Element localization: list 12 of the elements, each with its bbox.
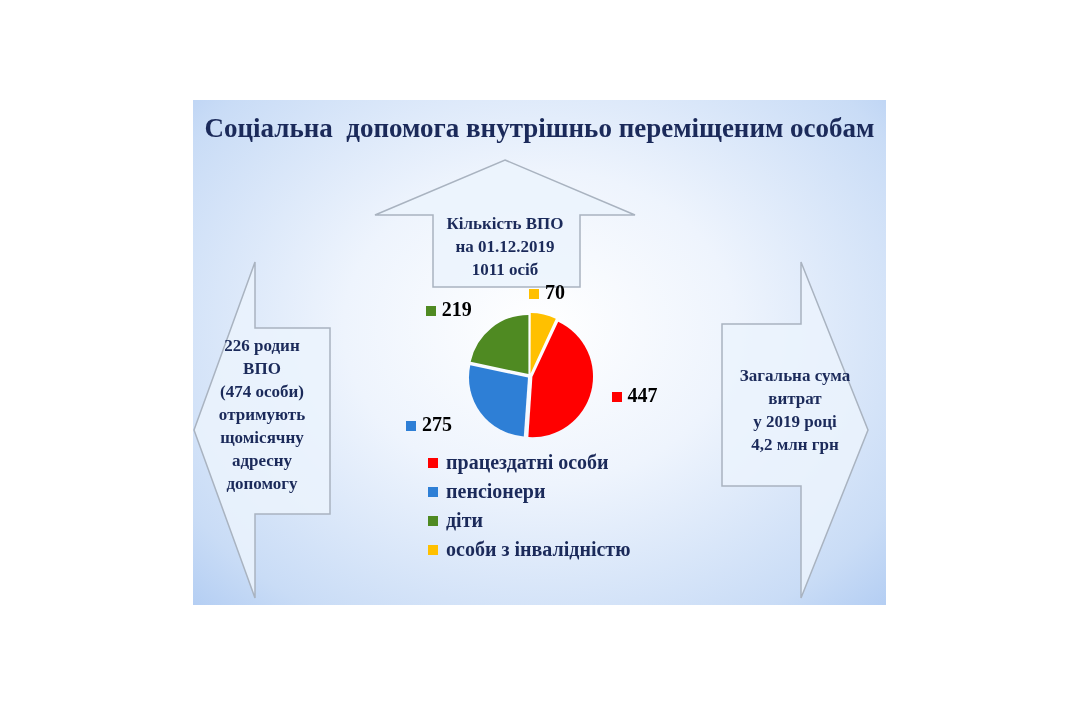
legend-label: діти [446, 509, 484, 532]
legend-label: пенсіонери [446, 480, 546, 503]
legend-label: працездатні особи [446, 451, 609, 474]
chart-title: Соціальна допомога внутрішньо переміщеним особам [203, 113, 876, 144]
text: Кількість ВПО на 01.12.2019 1011 осіб [445, 213, 565, 281]
data-label: 219 [441, 298, 472, 321]
data-label: 447 [627, 384, 658, 407]
text: Загальна сума витрат у 2019 році 4,2 млн грн [738, 365, 852, 456]
text: 226 родин ВПО (474 особи) отримують щомісячну адресну допомогу [217, 335, 307, 495]
data-label: 70 [545, 281, 566, 304]
legend-label: особи з інвалідністю [446, 538, 631, 561]
data-label: 275 [422, 413, 453, 436]
